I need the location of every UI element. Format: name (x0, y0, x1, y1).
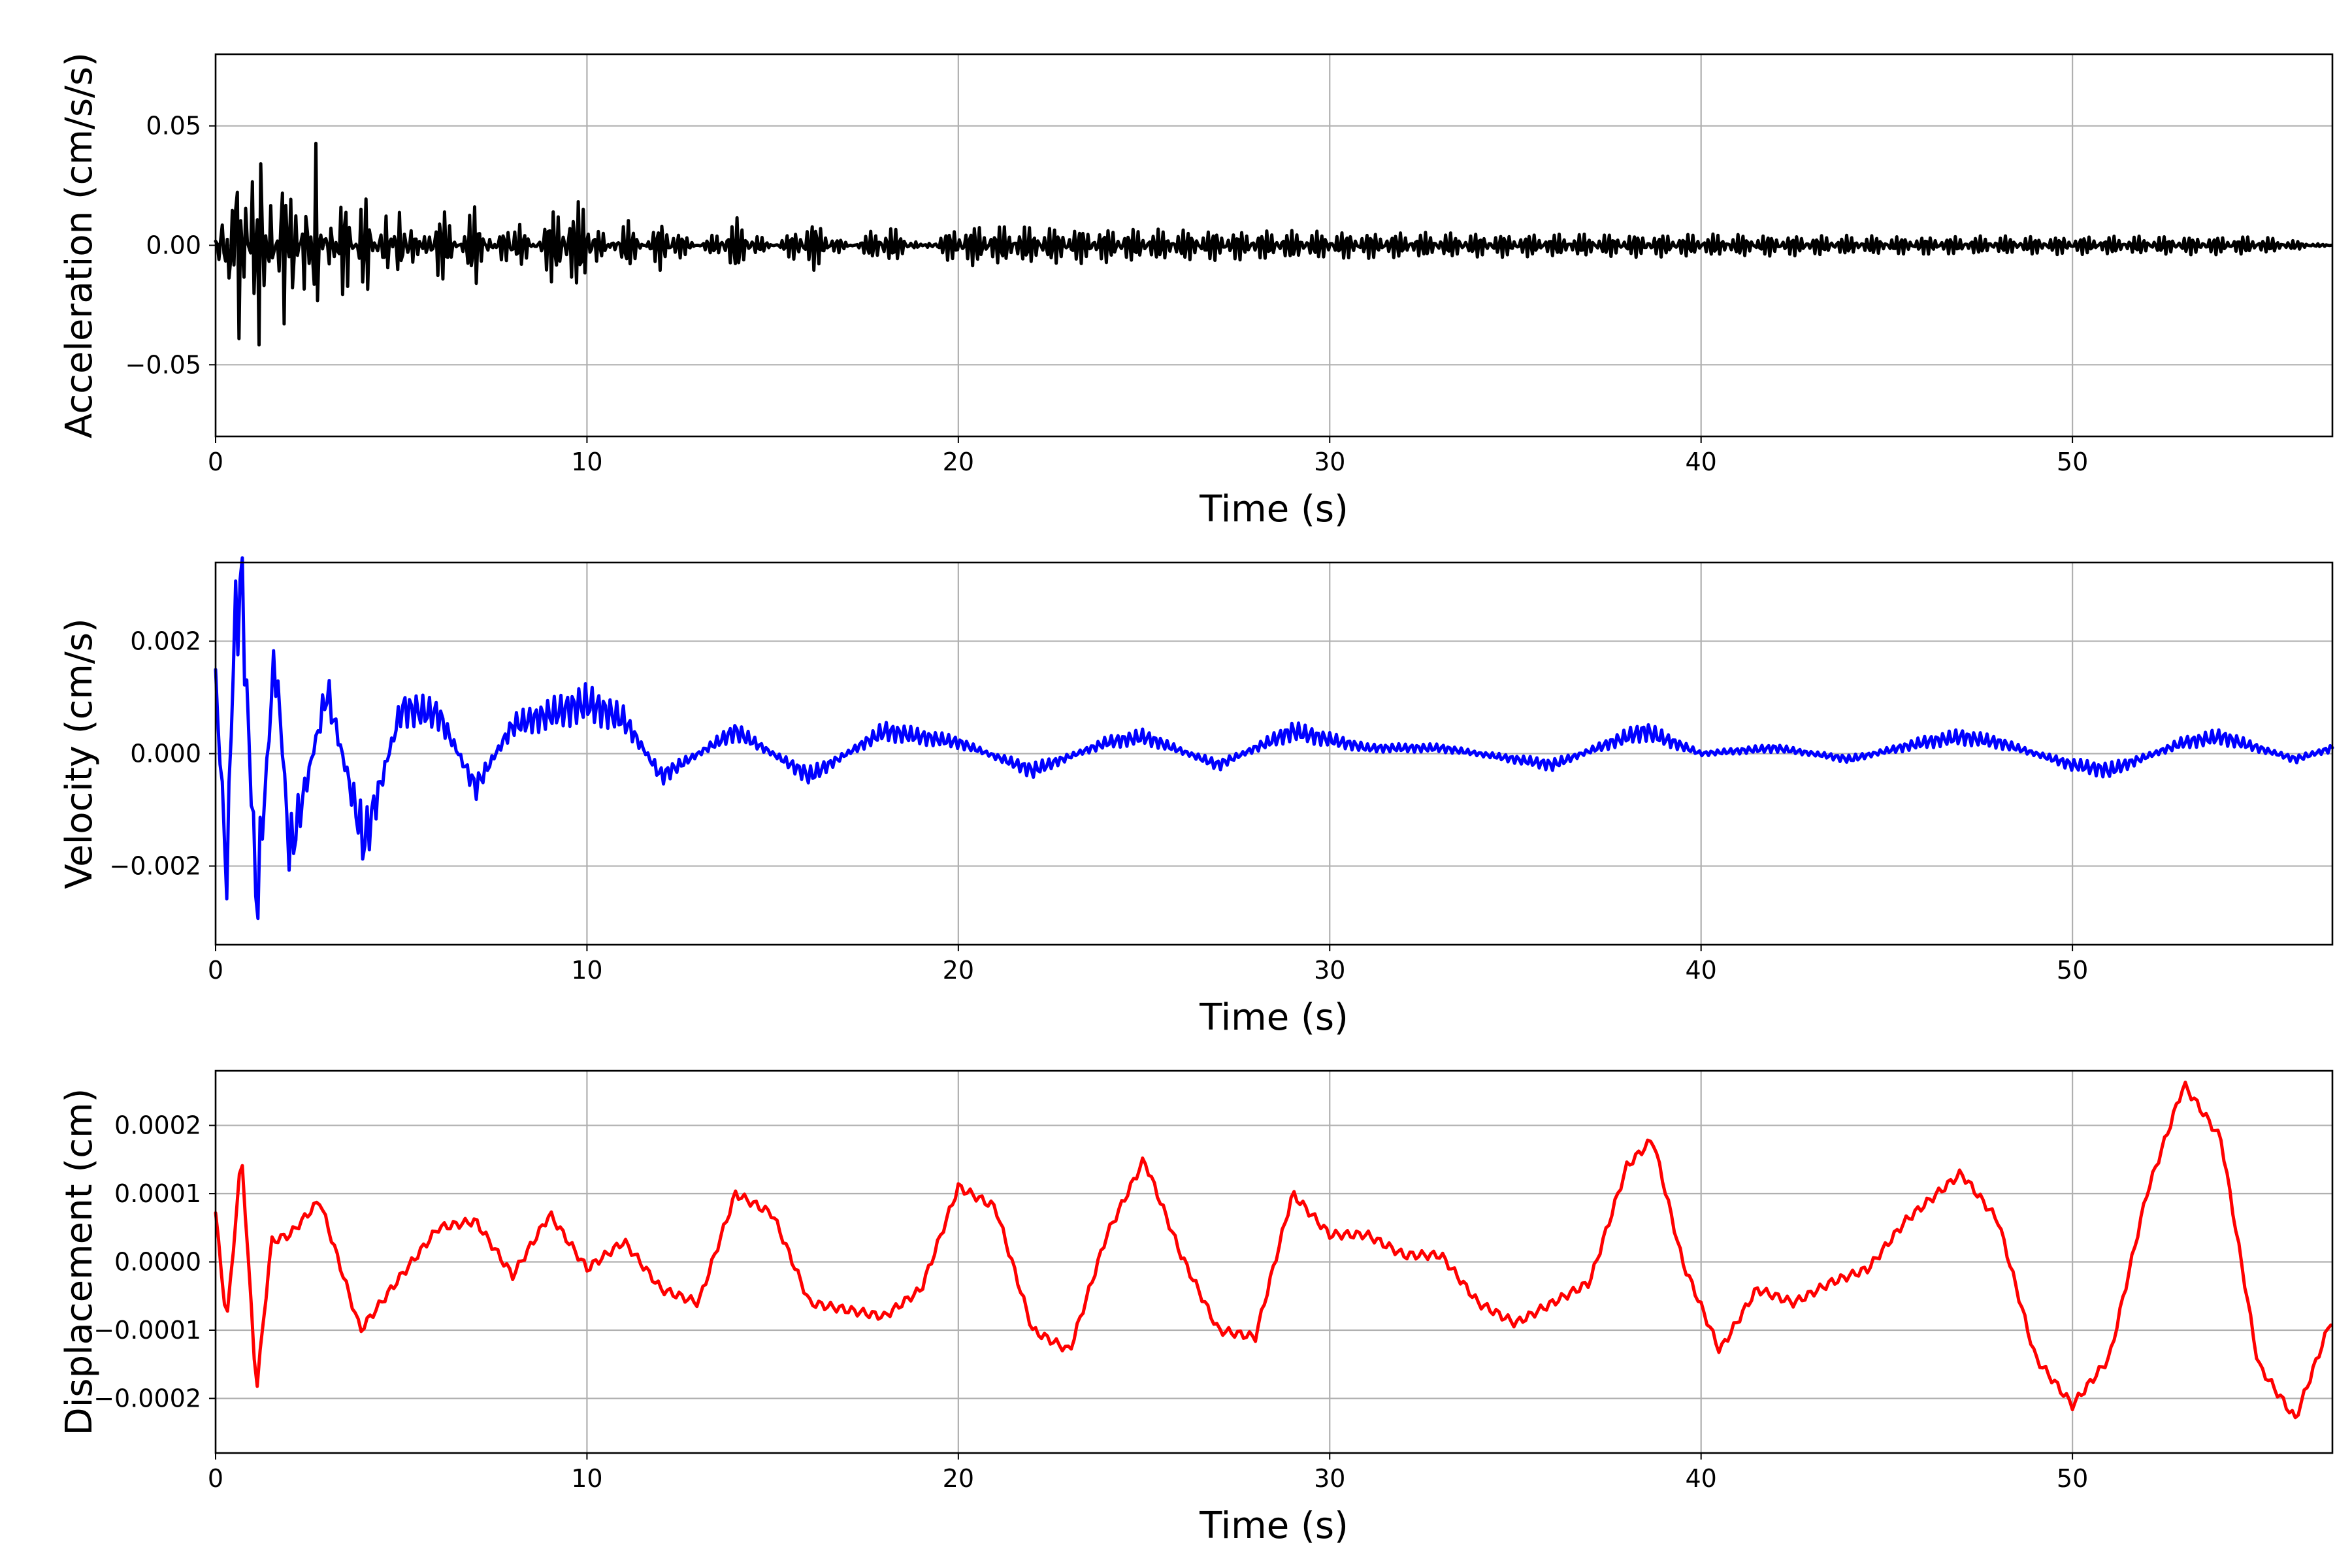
displacement-x-tick-label: 40 (1686, 1464, 1717, 1493)
velocity-y-axis-label: Velocity (cm/s) (58, 618, 101, 889)
acceleration-panel: 0 10 20 30 40 50 −0.05 0.00 0.05 Time (s) Accele… (58, 52, 2334, 531)
displacement-x-tick-label: 0 (208, 1464, 223, 1493)
displacement-y-tick-label: 0.0000 (114, 1248, 201, 1277)
acceleration-y-tick-label: 0.05 (146, 112, 201, 140)
velocity-y-tick-label: 0.002 (130, 627, 201, 655)
acceleration-x-tick-label: 0 (208, 448, 223, 476)
displacement-y-axis-label: Displacement (cm) (58, 1088, 101, 1436)
displacement-x-tick-label: 20 (943, 1464, 974, 1493)
acceleration-x-tick-label: 50 (2057, 448, 2088, 476)
acceleration-y-tick-label: 0.00 (146, 231, 201, 260)
acceleration-y-tick-label: −0.05 (125, 350, 201, 379)
velocity-line (214, 556, 2334, 921)
displacement-x-axis-label: Time (s) (1199, 1505, 1348, 1547)
acceleration-x-tick-label: 10 (571, 448, 602, 476)
velocity-y-tick-label: 0.000 (130, 740, 201, 768)
acceleration-x-tick-label: 40 (1686, 448, 1717, 476)
velocity-y-tick-label: −0.002 (109, 852, 201, 881)
velocity-x-tick-label: 20 (943, 956, 974, 985)
displacement-x-tick-label: 50 (2057, 1464, 2088, 1493)
displacement-line (214, 1081, 2333, 1420)
acceleration-x-axis-label: Time (s) (1199, 488, 1348, 531)
velocity-x-tick-label: 40 (1686, 956, 1717, 985)
velocity-x-tick-label: 10 (571, 956, 602, 985)
displacement-x-tick-label: 10 (571, 1464, 602, 1493)
velocity-x-tick-label: 0 (208, 956, 223, 985)
velocity-panel: 0 10 20 30 40 50 −0.002 0.000 0.002 Time (s) Vel… (58, 556, 2334, 1039)
displacement-y-tick-label: −0.0001 (93, 1316, 201, 1345)
acceleration-y-axis-label: Acceleration (cm/s/s) (58, 52, 101, 438)
acceleration-x-tick-label: 30 (1314, 448, 1345, 476)
displacement-y-tick-label: 0.0002 (114, 1111, 201, 1140)
displacement-panel: 0 10 20 30 40 50 −0.0002 −0.0001 0.0000 0.0001 0.0… (58, 1070, 2334, 1547)
displacement-x-tick-label: 30 (1314, 1464, 1345, 1493)
acceleration-line (214, 141, 2333, 347)
acceleration-x-tick-label: 20 (943, 448, 974, 476)
velocity-x-axis-label: Time (s) (1199, 996, 1348, 1039)
velocity-x-tick-label: 30 (1314, 956, 1345, 985)
velocity-x-tick-label: 50 (2057, 956, 2088, 985)
displacement-y-tick-label: 0.0001 (114, 1179, 201, 1208)
displacement-y-tick-label: −0.0002 (93, 1384, 201, 1413)
